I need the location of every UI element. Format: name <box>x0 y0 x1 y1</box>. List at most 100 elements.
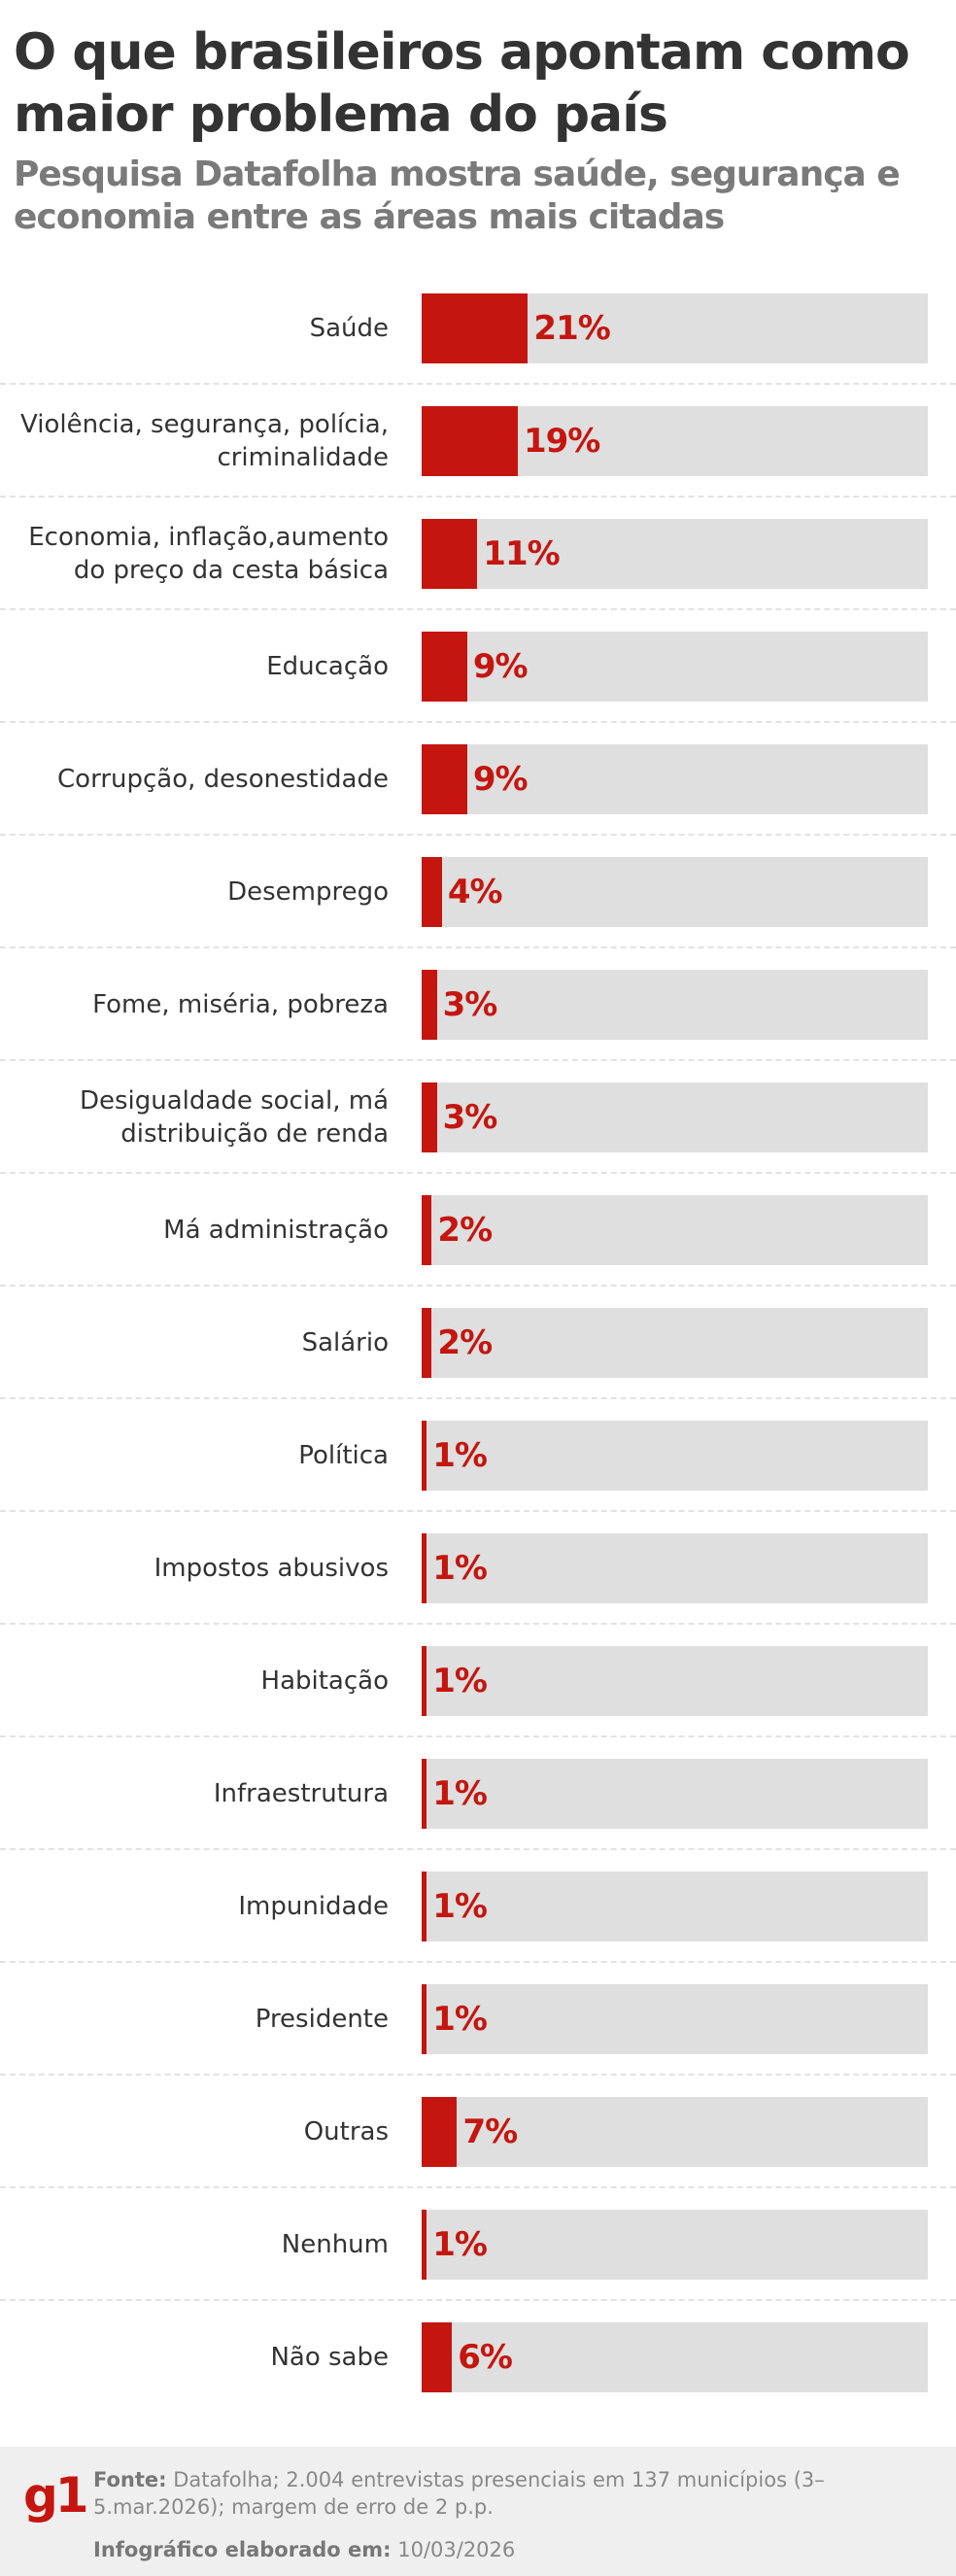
category-label: Educação <box>266 652 389 681</box>
footer: g1 Fonte: Datafolha; 2.004 entrevistas p… <box>0 2447 956 2576</box>
bar-row: Presidente 1% <box>0 1963 956 2076</box>
category-label: Impostos abusivos <box>154 1554 389 1583</box>
bar-track: 9% <box>422 632 928 702</box>
bar-track: 1% <box>422 1759 928 1829</box>
value-label: 2% <box>437 1211 493 1250</box>
bar-track: 2% <box>422 1308 928 1378</box>
bar-row: Política 1% <box>0 1399 956 1512</box>
bar <box>422 2210 427 2280</box>
bar-row: Infraestrutura 1% <box>0 1737 956 1850</box>
bar-row: Desigualdade social, má distribuição de … <box>0 1061 956 1174</box>
bar <box>422 293 529 363</box>
bar <box>422 2322 453 2392</box>
bar-row: Desemprego 4% <box>0 836 956 948</box>
value-label: 9% <box>472 760 529 799</box>
bar-track: 4% <box>422 857 928 927</box>
bar <box>422 744 467 814</box>
bar-track: 6% <box>422 2322 928 2392</box>
category-label: Corrupção, desonestidade <box>57 765 389 794</box>
value-label: 3% <box>442 985 498 1024</box>
bar <box>422 1195 432 1265</box>
bar <box>422 406 518 476</box>
value-label: 4% <box>447 873 503 911</box>
bar-chart: Saúde 21% Violência, segurança, polícia, c… <box>0 272 956 2414</box>
bar-track: 3% <box>422 1082 928 1152</box>
bar-track: 2% <box>422 1195 928 1265</box>
bar-track: 9% <box>422 744 928 814</box>
value-label: 6% <box>458 2338 513 2377</box>
bar-row: Salário 2% <box>0 1287 956 1399</box>
category-label: Má administração <box>163 1216 389 1245</box>
bar-row: Nenhum 1% <box>0 2188 956 2301</box>
bar-row: Habitação 1% <box>0 1625 956 1737</box>
category-label: Nenhum <box>281 2230 389 2259</box>
bar <box>422 1421 427 1491</box>
bar-track: 1% <box>422 1533 928 1603</box>
chart-title: O que brasileiros apontam como maior pro… <box>14 23 910 144</box>
bar <box>422 1646 427 1716</box>
bar-row: Impunidade 1% <box>0 1850 956 1963</box>
source-label: Fonte: <box>93 2468 167 2491</box>
value-label: 19% <box>523 422 600 461</box>
bar-track: 3% <box>422 970 928 1040</box>
value-label: 1% <box>432 2000 488 2039</box>
made-note: Infográfico elaborado em: 10/03/2026 <box>93 2538 515 2561</box>
bar <box>422 1872 427 1941</box>
chart-subtitle: Pesquisa Datafolha mostra saúde, seguran… <box>14 155 901 237</box>
source-note: Fonte: Datafolha; 2.004 entrevistas pres… <box>93 2466 832 2521</box>
bar <box>422 2097 458 2167</box>
bar-row: Educação 9% <box>0 610 956 723</box>
bar-track: 21% <box>422 293 928 363</box>
bar-row: Violência, segurança, polícia, criminali… <box>0 385 956 498</box>
bar-row: Fome, miséria, pobreza 3% <box>0 948 956 1061</box>
category-label: Impunidade <box>238 1892 389 1921</box>
category-label: Política <box>298 1441 389 1470</box>
bar-track: 7% <box>422 2097 928 2167</box>
value-label: 1% <box>432 1774 488 1813</box>
category-label: Habitação <box>260 1666 389 1696</box>
category-label: Fome, miséria, pobreza <box>92 990 389 1019</box>
made-label: Infográfico elaborado em: <box>93 2538 392 2561</box>
bar-row: Corrupção, desonestidade 9% <box>0 723 956 836</box>
value-label: 1% <box>432 1887 488 1926</box>
value-label: 1% <box>432 1436 488 1475</box>
bar <box>422 519 478 589</box>
category-label: Não sabe <box>270 2343 389 2372</box>
value-label: 7% <box>462 2112 518 2151</box>
value-label: 11% <box>483 534 560 573</box>
category-label: Desigualdade social, má distribuição de … <box>79 1086 389 1149</box>
bar-row: Economia, inflação,aumento do preço da c… <box>0 498 956 610</box>
category-label: Outras <box>303 2117 389 2147</box>
category-label: Presidente <box>255 2005 389 2034</box>
value-label: 1% <box>432 2225 488 2264</box>
category-label: Salário <box>301 1328 389 1357</box>
value-label: 2% <box>437 1323 493 1362</box>
category-label: Infraestrutura <box>213 1779 389 1808</box>
bar-track: 1% <box>422 1872 928 1941</box>
bar-track: 1% <box>422 1646 928 1716</box>
bar-track: 11% <box>422 519 928 589</box>
bar <box>422 1082 437 1152</box>
bar-row: Saúde 21% <box>0 272 956 385</box>
value-label: 21% <box>533 309 610 348</box>
category-label: Saúde <box>309 314 389 343</box>
category-label: Desemprego <box>227 877 389 907</box>
bar <box>422 1533 427 1603</box>
bar-row: Má administração 2% <box>0 1174 956 1287</box>
bar-row: Outras 7% <box>0 2076 956 2188</box>
bar-track: 1% <box>422 1421 928 1491</box>
source-text: Datafolha; 2.004 entrevistas presenciais… <box>93 2468 825 2519</box>
bar <box>422 632 467 702</box>
bar <box>422 970 437 1040</box>
bar <box>422 1759 427 1829</box>
g1-logo: g1 <box>23 2467 89 2524</box>
category-label: Violência, segurança, polícia, criminali… <box>20 410 389 472</box>
value-label: 1% <box>432 1662 488 1700</box>
bar <box>422 857 442 927</box>
category-label: Economia, inflação,aumento do preço da c… <box>28 523 389 585</box>
bar-track: 19% <box>422 406 928 476</box>
bar-row: Não sabe 6% <box>0 2301 956 2414</box>
bar-row: Impostos abusivos 1% <box>0 1512 956 1625</box>
value-label: 1% <box>432 1549 488 1588</box>
bar-track: 1% <box>422 2210 928 2280</box>
